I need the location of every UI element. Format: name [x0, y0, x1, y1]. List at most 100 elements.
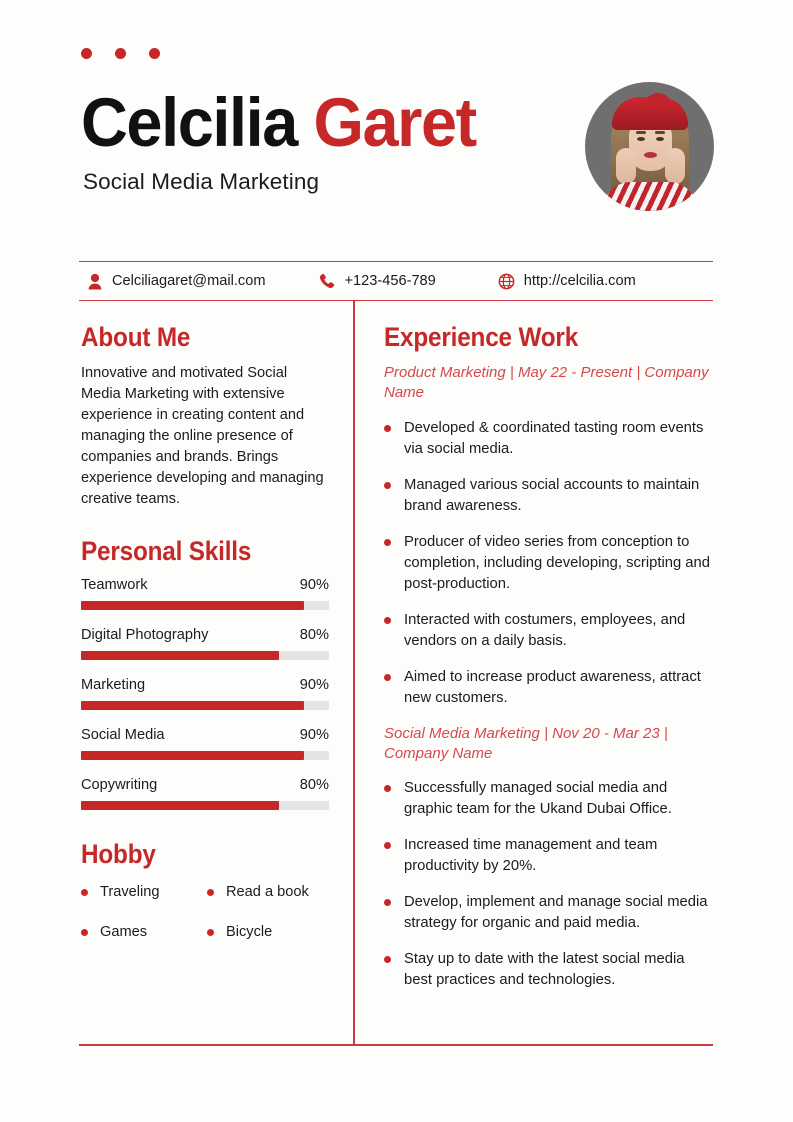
avatar-eye-right: [656, 137, 664, 141]
dot-icon: [81, 48, 92, 59]
skill-value: 90%: [299, 727, 329, 743]
avatar: [585, 82, 714, 211]
about-text: Innovative and motivated Social Media Ma…: [81, 365, 324, 507]
hobby-label: Read a book: [226, 884, 309, 900]
about-title: About Me: [81, 322, 191, 352]
skill-progress-track: [81, 751, 329, 760]
job-bullet-text: Managed various social accounts to maint…: [404, 476, 700, 514]
column-divider: [353, 300, 355, 1045]
about-section: About Me Innovative and motivated Social…: [81, 322, 329, 510]
bullet-icon: [384, 616, 391, 624]
hobby-label: Games: [100, 924, 148, 940]
skill-value: 80%: [299, 777, 329, 793]
experience-job: Product Marketing | May 22 - Present | C…: [384, 363, 714, 709]
contact-website[interactable]: http://celcilia.com: [498, 273, 636, 290]
bullet-icon: [384, 481, 391, 489]
bullet-icon: [81, 888, 88, 896]
experience-title: Experience Work: [384, 322, 579, 352]
list-item: Stay up to date with the latest social m…: [384, 949, 714, 991]
job-bullet-text: Develop, implement and manage social med…: [404, 894, 708, 931]
skill-progress-fill: [81, 601, 305, 610]
list-item: Games: [81, 924, 207, 940]
hobby-title: Hobby: [81, 839, 156, 869]
skill-label: Digital Photography: [81, 627, 209, 643]
hobby-grid: Traveling Read a book Games Bicycle: [81, 884, 329, 940]
skill-progress-track: [81, 651, 329, 660]
hobby-label: Bicycle: [226, 924, 273, 940]
phone-icon: [319, 273, 336, 290]
page-title: Celcilia Garet: [81, 88, 683, 157]
list-item: Developed & coordinated tasting room eve…: [384, 418, 714, 460]
avatar-eye-left: [637, 137, 645, 141]
skill-progress-track: [81, 701, 329, 710]
job-bullet-list: Successfully managed social media and gr…: [384, 778, 714, 991]
contact-phone-text: +123-456-789: [344, 273, 436, 289]
list-item: Increased time management and team produ…: [384, 835, 714, 877]
list-item: Develop, implement and manage social med…: [384, 892, 714, 934]
globe-icon: [498, 273, 515, 290]
list-item: Producer of video series from conception…: [384, 532, 714, 595]
hobby-section: Hobby Traveling Read a book Games Bicycl…: [81, 839, 329, 940]
avatar-lips: [644, 152, 657, 158]
first-name: Celcilia: [81, 84, 298, 161]
skill-progress-fill: [81, 801, 280, 810]
skill-value: 80%: [299, 627, 329, 643]
contact-bar: Celciliagaret@mail.com +123-456-789: [79, 261, 713, 301]
skill-label: Copywriting: [81, 777, 158, 793]
job-bullet-list: Developed & coordinated tasting room eve…: [384, 418, 714, 709]
list-item: Aimed to increase product awareness, att…: [384, 667, 714, 709]
hobby-label: Traveling: [100, 884, 160, 900]
skill-progress-fill: [81, 701, 305, 710]
contact-email-text: Celciliagaret@mail.com: [112, 273, 266, 289]
dot-icon: [149, 48, 160, 59]
bullet-icon: [384, 424, 391, 432]
skill-item: Digital Photography 80%: [81, 627, 329, 660]
contact-email[interactable]: Celciliagaret@mail.com: [87, 273, 266, 290]
job-title-subtitle: Social Media Marketing: [83, 169, 320, 194]
list-item: Bicycle: [207, 924, 329, 940]
list-item: Managed various social accounts to maint…: [384, 475, 714, 517]
contact-phone[interactable]: +123-456-789: [319, 273, 436, 290]
bullet-icon: [384, 538, 391, 546]
bullet-icon: [207, 928, 214, 936]
skill-label: Teamwork: [81, 577, 148, 593]
last-name: Garet: [313, 84, 477, 161]
bullet-icon: [384, 673, 391, 681]
job-bullet-text: Successfully managed social media and gr…: [404, 780, 672, 817]
right-column: Experience Work Product Marketing | May …: [384, 322, 714, 1006]
avatar-headband-knot: [647, 93, 669, 108]
skill-item: Marketing 90%: [81, 677, 329, 710]
avatar-brow-right: [655, 131, 665, 134]
skills-section: Personal Skills Teamwork 90% Digital Pho…: [81, 536, 329, 810]
list-item: Read a book: [207, 884, 329, 900]
job-bullet-text: Producer of video series from conception…: [404, 533, 710, 592]
decorative-dots: [81, 48, 160, 59]
list-item: Traveling: [81, 884, 207, 900]
skill-value: 90%: [299, 577, 329, 593]
job-bullet-text: Stay up to date with the latest social m…: [404, 951, 685, 988]
left-column: About Me Innovative and motivated Social…: [81, 322, 329, 940]
avatar-shoulders: [603, 182, 697, 211]
bullet-icon: [81, 928, 88, 936]
job-bullet-text: Interacted with costumers, employees, an…: [404, 611, 686, 649]
avatar-hand-left: [616, 148, 636, 184]
skill-item: Social Media 90%: [81, 727, 329, 760]
list-item: Interacted with costumers, employees, an…: [384, 610, 714, 652]
bullet-icon: [384, 956, 391, 963]
skill-item: Copywriting 80%: [81, 777, 329, 810]
skill-item: Teamwork 90%: [81, 577, 329, 610]
skill-progress-track: [81, 601, 329, 610]
skill-label: Social Media: [81, 727, 165, 743]
list-item: Successfully managed social media and gr…: [384, 778, 714, 820]
skill-progress-fill: [81, 651, 280, 660]
bullet-icon: [207, 888, 214, 896]
job-bullet-text: Developed & coordinated tasting room eve…: [404, 419, 704, 457]
skill-label: Marketing: [81, 677, 146, 693]
skill-progress-track: [81, 801, 329, 810]
job-meta: Product Marketing | May 22 - Present | C…: [384, 364, 709, 402]
skills-title: Personal Skills: [81, 536, 252, 566]
skill-progress-fill: [81, 751, 305, 760]
contact-website-text: http://celcilia.com: [523, 273, 636, 289]
avatar-brow-left: [636, 131, 646, 134]
experience-job: Social Media Marketing | Nov 20 - Mar 23…: [384, 724, 714, 992]
